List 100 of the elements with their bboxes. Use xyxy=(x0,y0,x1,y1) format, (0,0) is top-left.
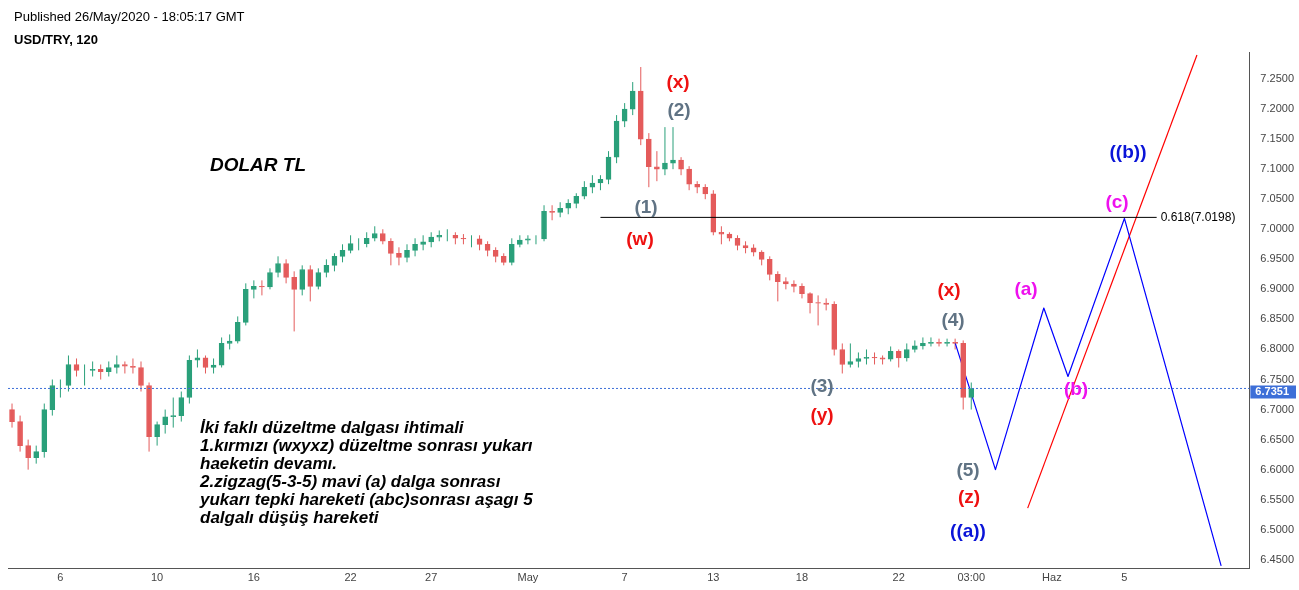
y-tick-label: 7.2500 xyxy=(1260,72,1295,85)
x-tick-label: May xyxy=(517,571,539,584)
annotation: (x) xyxy=(937,279,961,301)
y-tick-label: 6.5000 xyxy=(1260,522,1295,535)
candlestick xyxy=(783,276,789,290)
annotation: (c) xyxy=(1105,191,1129,213)
annotation: (4) xyxy=(941,309,965,331)
candlestick xyxy=(420,234,426,251)
y-tick-label: 6.9000 xyxy=(1260,282,1295,295)
candlestick xyxy=(404,243,410,263)
candlestick xyxy=(508,237,515,266)
candlestick xyxy=(299,264,306,296)
y-tick-label: 6.7000 xyxy=(1260,402,1295,415)
candlestick xyxy=(113,354,120,374)
y-tick-label: 6.9500 xyxy=(1260,252,1295,265)
x-tick-label: 18 xyxy=(795,571,809,584)
candlestick xyxy=(33,445,40,465)
candlestick xyxy=(629,81,636,116)
y-tick-label: 6.6500 xyxy=(1260,432,1295,445)
annotation: (1) xyxy=(634,196,658,218)
y-tick-label: 6.4500 xyxy=(1260,552,1295,565)
candlestick xyxy=(122,360,128,374)
x-tick-label: 6 xyxy=(57,571,64,584)
x-tick-label: 10 xyxy=(151,571,164,584)
candlestick xyxy=(517,234,523,248)
candlestick xyxy=(920,336,926,350)
candlestick xyxy=(799,282,805,299)
candlestick xyxy=(766,255,773,281)
candlestick xyxy=(968,382,975,411)
candlestick xyxy=(654,150,660,182)
candlestick xyxy=(267,267,273,290)
candlestick xyxy=(589,174,596,194)
annotation: (z) xyxy=(957,486,981,508)
candlestick xyxy=(138,360,144,393)
candlestick xyxy=(275,255,281,278)
y-tick-label: 6.7500 xyxy=(1260,372,1295,385)
candlestick xyxy=(791,279,797,293)
annotation: ((b)) xyxy=(1109,141,1147,163)
ref-line-label: 6.7351 xyxy=(1255,384,1290,397)
candlestick xyxy=(871,351,878,365)
x-tick-label: 7 xyxy=(621,571,628,584)
candlestick xyxy=(251,279,257,299)
candlestick xyxy=(283,258,289,284)
chart-subtitle: Published 26/May/2020 - 18:05:17 GMT xyxy=(14,8,245,24)
annotation: İki faklı düzeltme dalgası ihtimali 1.kırmızı (wxyxz) düzeltme sonrası yukarı haeketin devamı. 2.zigzag(5-3-5) mavi (a) dalga sonrası yukarı tepki hareketi (abc)sonrası aşagı 5 dalgalı düşüş hareketi xyxy=(199,417,534,527)
candlestick xyxy=(686,165,692,191)
x-tick-label: 22 xyxy=(892,571,905,584)
candlestick xyxy=(154,421,160,447)
annotation: (a) xyxy=(1014,278,1038,300)
y-tick-label: 6.6000 xyxy=(1260,462,1295,475)
candlestick xyxy=(847,342,854,368)
annotation: (w) xyxy=(626,228,654,250)
x-tick-label: Haz xyxy=(1042,571,1062,584)
candlestick xyxy=(25,439,31,471)
x-tick-label: 03:00 xyxy=(957,571,986,584)
y-tick-label: 7.1000 xyxy=(1260,162,1295,175)
candlestick xyxy=(259,279,265,296)
candlestick xyxy=(17,415,23,453)
annotation: ((a)) xyxy=(950,520,986,542)
candlestick xyxy=(347,234,354,254)
candlestick xyxy=(839,342,846,374)
ref-line-label: 0.618(7.0198) xyxy=(1160,209,1236,224)
annotation: (2) xyxy=(667,99,691,121)
candlestick xyxy=(388,237,394,266)
annotation: DOLAR TL xyxy=(210,154,307,176)
x-tick-label: 16 xyxy=(247,571,260,584)
x-tick-label: 22 xyxy=(344,571,357,584)
candlestick xyxy=(291,270,297,332)
candlestick xyxy=(162,409,169,435)
annotation: (5) xyxy=(956,459,980,481)
candlestick xyxy=(525,234,531,245)
y-tick-label: 6.5500 xyxy=(1260,492,1295,505)
y-tick-label: 6.8000 xyxy=(1260,342,1295,355)
x-tick-label: 13 xyxy=(707,571,720,584)
chart-title: USD/TRY, 120 xyxy=(14,31,99,47)
annotation: (y) xyxy=(810,404,834,426)
y-tick-label: 7.0000 xyxy=(1260,222,1295,235)
annotation: (3) xyxy=(810,375,834,397)
candlestick xyxy=(895,348,902,368)
candlestick xyxy=(460,233,467,245)
candlestick xyxy=(774,270,781,302)
candlestick xyxy=(412,237,418,257)
x-tick-label: 27 xyxy=(425,571,438,584)
candlestick xyxy=(234,315,241,344)
candlestick xyxy=(903,342,910,362)
candlestick xyxy=(807,291,813,314)
y-tick-label: 7.2000 xyxy=(1260,102,1295,115)
candlestick xyxy=(670,126,676,170)
y-tick-label: 7.1500 xyxy=(1260,132,1295,145)
candlestick xyxy=(178,391,185,423)
y-tick-label: 7.0500 xyxy=(1260,192,1295,205)
candlestick xyxy=(678,156,684,176)
annotation: (x) xyxy=(666,71,690,93)
x-tick-label: 5 xyxy=(1121,571,1128,584)
y-tick-label: 6.8500 xyxy=(1260,312,1295,325)
candlestick xyxy=(718,225,725,245)
candlestick xyxy=(396,246,402,266)
candlestick xyxy=(662,126,668,176)
candlestick xyxy=(9,403,15,429)
candlestick xyxy=(307,264,314,302)
